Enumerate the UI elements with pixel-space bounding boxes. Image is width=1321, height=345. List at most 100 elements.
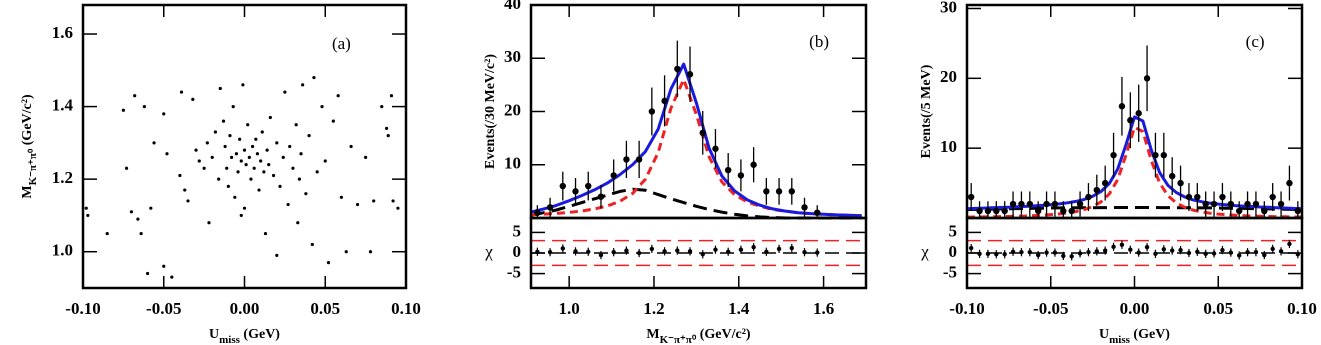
scatter-point (349, 144, 353, 149)
residual-point (713, 247, 718, 252)
scatter-point (260, 130, 264, 134)
x-tick-label: 0.00 (230, 299, 260, 318)
data-point (1244, 200, 1251, 208)
scatter-point (162, 112, 166, 116)
data-point (572, 188, 579, 195)
scatter-point (202, 166, 206, 170)
y-tick-label: -5 (943, 262, 957, 281)
y-tick-label: -5 (507, 262, 521, 281)
data-point (623, 156, 630, 163)
data-point (775, 188, 783, 195)
axis-title-unit: (GeV/c²) (20, 94, 35, 149)
data-point (1026, 200, 1034, 208)
y-tick-label: 20 (504, 100, 521, 119)
data-point (597, 193, 605, 200)
residual-point (985, 251, 991, 257)
scatter-point (372, 199, 376, 203)
y-tick-label: 5 (949, 221, 958, 240)
data-point (1210, 200, 1218, 208)
residual-point (1077, 251, 1083, 256)
data-point (648, 108, 656, 115)
residual-point (751, 245, 756, 250)
residual-point (700, 252, 705, 257)
panel-label: (a) (332, 34, 351, 53)
residual-point (586, 249, 591, 254)
data-point (686, 71, 694, 78)
x-tick-label: -0.10 (65, 299, 100, 318)
y-tick-label: 1.2 (52, 168, 73, 187)
axis-title-text: Events(/5 MeV) (919, 64, 934, 158)
axis-title-unit: (GeV) (1130, 327, 1170, 342)
data-point (712, 145, 719, 152)
residual-point (1211, 251, 1217, 256)
x-tick-label: -0.10 (949, 299, 984, 318)
scatter-point (223, 144, 227, 149)
scatter-point (178, 173, 182, 178)
residual-point (1027, 249, 1033, 255)
scatter-point (307, 134, 311, 138)
residual-point (636, 250, 642, 256)
data-point (984, 207, 992, 215)
residual-point (662, 249, 667, 254)
residual-axis-title: χ (484, 242, 493, 261)
x-tick-label: 0.10 (391, 299, 421, 318)
scatter-point (228, 134, 232, 138)
scatter-point (238, 137, 242, 141)
scatter-point (257, 188, 261, 192)
axis-title-sub: miss (219, 334, 241, 345)
scatter-point (301, 83, 305, 87)
residual-point (1253, 249, 1259, 255)
data-point (546, 204, 554, 211)
scatter-point (254, 137, 258, 141)
residual-point (1228, 250, 1234, 255)
data-point (1085, 193, 1092, 201)
x-tick-label: 1.6 (813, 299, 834, 318)
scatter-point (226, 184, 230, 189)
data-point (661, 97, 668, 105)
data-point (699, 129, 706, 136)
data-point (1168, 172, 1176, 180)
axis-title: Umiss (GeV) (1099, 327, 1170, 345)
residual-point (776, 246, 782, 252)
y-tick-label: 20 (940, 67, 957, 86)
data-point (635, 156, 643, 163)
scatter-point (271, 173, 276, 178)
scatter-point (255, 152, 260, 156)
residual-point (1061, 253, 1066, 259)
scatter-point (236, 170, 240, 174)
scatter-point (391, 199, 395, 203)
scatter-point (247, 155, 251, 159)
x-tick-label: 0.00 (1120, 299, 1150, 318)
scatter-point (136, 217, 140, 221)
data-point (534, 209, 541, 216)
residual-point (611, 249, 616, 255)
residual-point (624, 248, 629, 253)
x-tick-label: -0.05 (1033, 299, 1068, 318)
data-point (1118, 103, 1126, 110)
data-point (1294, 207, 1302, 215)
scatter-point (149, 206, 153, 210)
scatter-point (234, 152, 239, 156)
fit-curve (966, 206, 1303, 212)
scatter-point (142, 104, 146, 109)
data-point (674, 65, 681, 73)
scatter-point (326, 261, 331, 265)
residual-point (977, 251, 982, 257)
scatter-point (218, 86, 222, 91)
x-tick-label: 0.05 (1203, 299, 1233, 318)
residual-point (1153, 251, 1158, 257)
residual-point (1203, 251, 1208, 257)
residual-point (598, 252, 604, 258)
scatter-point (291, 166, 295, 170)
scatter-point (396, 206, 400, 210)
data-point (1009, 200, 1017, 208)
scatter-point (86, 213, 90, 218)
residual-point (687, 249, 693, 254)
data-point (993, 207, 1000, 215)
scatter-point (331, 119, 335, 123)
scatter-point (299, 152, 303, 156)
data-point (1219, 193, 1226, 201)
data-point (737, 172, 745, 179)
axis-title-text: Events(/30 MeV/c²) (483, 54, 498, 169)
